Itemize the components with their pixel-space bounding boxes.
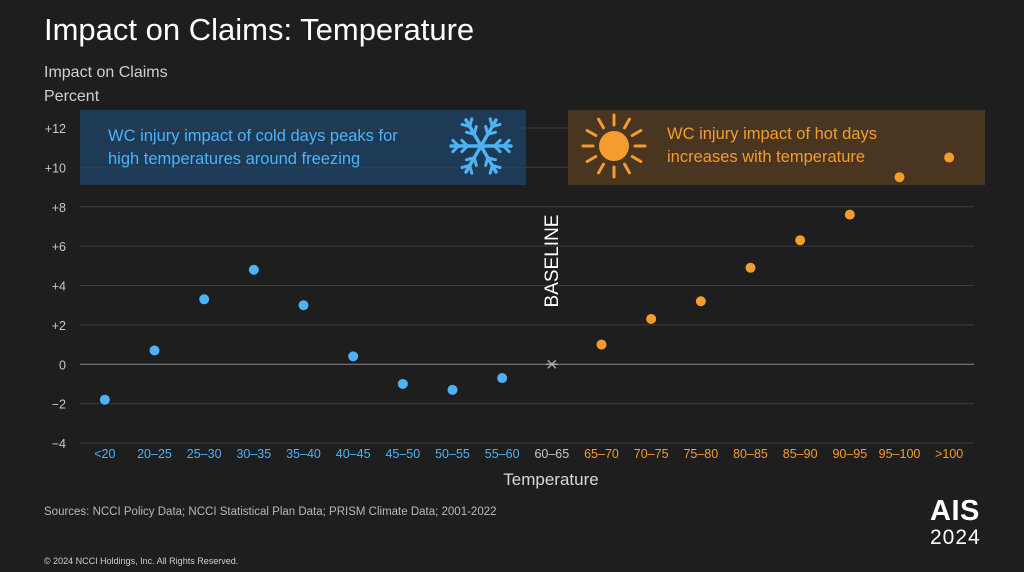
hot-data-point: [695, 296, 706, 307]
sun-icon: [597, 162, 605, 175]
y-tick-label: +8: [52, 201, 66, 215]
ais-logo-year: 2024: [930, 526, 981, 549]
baseline-point: [547, 359, 557, 369]
x-axis-title: Temperature: [503, 470, 598, 489]
y-tick-label: −4: [52, 437, 66, 451]
x-tick-label: 90–95: [832, 447, 867, 461]
y-tick-label: +4: [52, 280, 66, 294]
cold-data-point: [447, 384, 458, 395]
hot-data-point: [894, 172, 905, 183]
snowflake-icon: [451, 144, 460, 154]
cold-data-point: [298, 300, 309, 311]
page-title: Impact on Claims: Temperature: [44, 12, 475, 47]
x-tick-label: 70–75: [634, 447, 669, 461]
sun-icon: [597, 117, 605, 130]
x-tick-label: 25–30: [187, 447, 222, 461]
sun-icon: [630, 129, 643, 137]
hot-annotation-text: increases with temperature: [667, 148, 865, 166]
x-tick-label: 85–90: [783, 447, 818, 461]
snowflake-icon: [484, 125, 490, 136]
hot-data-point: [944, 152, 955, 163]
hot-data-point: [844, 209, 855, 220]
baseline-label: BASELINE: [542, 215, 563, 308]
cold-data-point: [397, 378, 408, 389]
x-tick-label: 65–70: [584, 447, 619, 461]
cold-data-point: [149, 345, 160, 356]
copyright-note: © 2024 NCCI Holdings, Inc. All Rights Re…: [44, 556, 239, 566]
snowflake-icon: [488, 117, 494, 129]
snowflake-icon: [493, 138, 502, 148]
cold-data-point: [248, 264, 259, 275]
x-tick-label: 80–85: [733, 447, 768, 461]
snowflake-icon: [468, 163, 474, 175]
y-axis-label: Impact on Claims: [44, 64, 168, 81]
x-tick-label: >100: [935, 447, 963, 461]
x-tick-label: 35–40: [286, 447, 321, 461]
snowflake-icon: [460, 144, 469, 154]
cold-data-point: [348, 351, 359, 362]
snowflake-icon: [472, 156, 478, 167]
y-tick-label: +6: [52, 240, 66, 254]
x-tick-label: 55–60: [485, 447, 520, 461]
x-tick-label: <20: [94, 447, 115, 461]
sun-icon: [599, 131, 629, 161]
snowflake-icon: [465, 130, 476, 136]
sun-icon: [585, 129, 598, 137]
y-tick-label: −2: [52, 398, 66, 412]
y-tick-label: +10: [45, 161, 66, 175]
cold-annotation-text: high temperatures around freezing: [108, 150, 360, 168]
cold-data-point: [199, 294, 210, 305]
sun-icon: [630, 155, 643, 163]
y-axis-unit-label: Percent: [44, 88, 100, 105]
x-tick-label: 50–55: [435, 447, 470, 461]
y-tick-label: +2: [52, 319, 66, 333]
hot-data-point: [646, 313, 657, 324]
snowflake-icon: [502, 138, 511, 148]
cold-annotation-text: WC injury impact of cold days peaks for: [108, 127, 398, 145]
hot-annotation-text: WC injury impact of hot days: [667, 125, 877, 143]
y-tick-label: +12: [45, 122, 66, 136]
x-tick-label: 95–100: [879, 447, 921, 461]
hot-data-point: [745, 262, 756, 273]
x-tick-label: 40–45: [336, 447, 371, 461]
sun-icon: [623, 117, 631, 130]
snowflake-icon: [490, 163, 502, 170]
sun-icon: [585, 155, 598, 163]
snowflake-icon: [486, 156, 497, 162]
cold-data-point: [497, 373, 508, 384]
sun-icon: [623, 162, 631, 175]
scatter-chart: −4 −2 0 +2 +4 +6 +8 +10 +12 <20 20–25 25–30 30–35 35–…: [45, 110, 985, 489]
x-tick-label: 45–50: [385, 447, 420, 461]
y-tick-label: 0: [59, 358, 66, 372]
x-tick-label: 75–80: [683, 447, 718, 461]
ais-logo: AIS: [930, 495, 980, 527]
x-tick-label: 30–35: [236, 447, 271, 461]
x-tick-label: 60–65: [534, 447, 569, 461]
cold-data-point: [99, 394, 110, 405]
hot-data-point: [795, 235, 806, 246]
x-tick-label: 20–25: [137, 447, 172, 461]
hot-data-point: [596, 339, 607, 350]
source-note: Sources: NCCI Policy Data; NCCI Statisti…: [44, 506, 497, 518]
snowflake-icon: [460, 122, 472, 129]
